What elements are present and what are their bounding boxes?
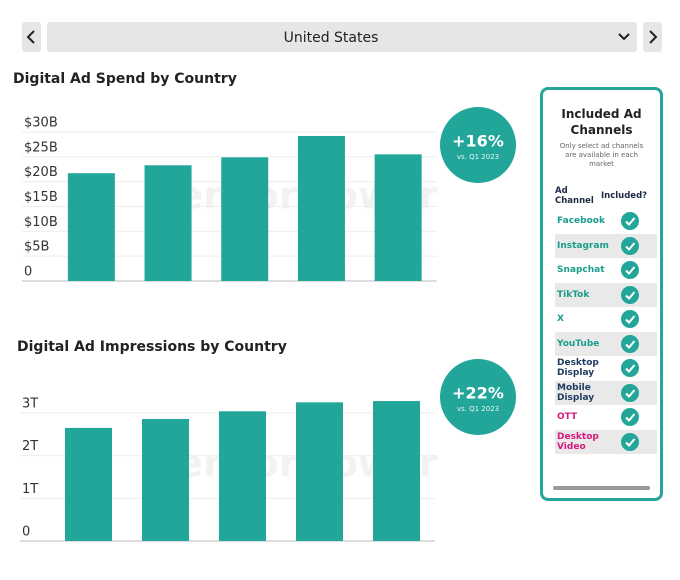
check-mark <box>625 315 636 325</box>
channel-name: Snapchat <box>557 265 605 276</box>
channel-name: OTT <box>557 412 578 423</box>
y-tick-label: 3T <box>22 397 38 412</box>
check-mark <box>625 242 636 251</box>
dropdown-icon <box>618 33 630 41</box>
channel-row: YouTube <box>555 331 657 356</box>
check-icon <box>621 236 639 255</box>
y-tick-label: $25B <box>24 140 58 155</box>
channel-name: Desktop Video <box>557 431 599 452</box>
change-note: vs. Q1 2023 <box>457 153 499 161</box>
check-mark <box>625 438 636 447</box>
check-circle <box>621 236 639 255</box>
channel-name: X <box>557 314 564 325</box>
bar <box>219 411 266 541</box>
region-label: United States <box>284 30 379 46</box>
check-circle <box>621 334 639 353</box>
chart-title: Digital Ad Spend by Country <box>13 71 237 87</box>
change-badge <box>440 359 516 435</box>
bar <box>374 154 422 281</box>
check-mark <box>625 291 636 300</box>
channel-row: Desktop Video <box>555 429 657 454</box>
check-circle <box>621 212 639 231</box>
check-circle <box>621 359 639 378</box>
y-tick-label: $10B <box>24 215 58 230</box>
channel-row: Snapchat <box>555 258 657 283</box>
panel-note: Only select ad channels are available in… <box>559 142 644 168</box>
next-button[interactable] <box>643 22 662 52</box>
bar <box>144 165 192 281</box>
check-icon <box>621 212 639 231</box>
change-value: +22% <box>452 384 504 403</box>
check-icon <box>621 261 639 280</box>
channel-row: OTT <box>555 405 657 430</box>
check-icon <box>621 383 639 402</box>
check-mark <box>625 340 636 349</box>
channel-list: Facebook Instagram Snapchat TikTok X YouTube D… <box>543 209 660 454</box>
channel-row: Desktop Display <box>555 356 657 381</box>
check-icon <box>621 285 639 304</box>
channel-name: Mobile Display <box>557 382 595 403</box>
check-circle <box>621 285 639 304</box>
channel-name: TikTok <box>557 289 590 300</box>
y-tick-label: $15B <box>24 190 58 205</box>
region-dropdown[interactable] <box>47 22 637 52</box>
channel-row: Facebook <box>555 209 657 234</box>
check-circle <box>621 408 639 427</box>
bar <box>221 157 269 281</box>
check-mark <box>625 389 636 398</box>
channel-name: Desktop Display <box>557 358 599 379</box>
channel-name: Instagram <box>557 240 609 251</box>
check-mark <box>625 266 636 276</box>
prev-icon <box>26 30 35 44</box>
y-tick-label: $30B <box>24 116 58 131</box>
y-tick-label: 0 <box>22 525 30 540</box>
check-icon <box>621 359 639 378</box>
prev-button[interactable] <box>22 22 41 52</box>
bar <box>142 418 189 541</box>
check-circle <box>621 310 639 329</box>
y-tick-label: 2T <box>22 439 38 454</box>
column-header: Included? <box>601 191 648 201</box>
channel-row: Instagram <box>555 233 657 258</box>
check-icon <box>621 432 639 451</box>
check-icon <box>621 408 639 427</box>
y-tick-label: $5B <box>24 240 49 255</box>
channel-row: X <box>555 307 657 332</box>
bar <box>297 135 345 281</box>
change-badge <box>440 107 516 183</box>
next-icon <box>649 30 658 44</box>
column-header: Ad Channel <box>555 186 594 206</box>
y-tick-label: $20B <box>24 165 58 180</box>
y-tick-label: 0 <box>24 265 32 280</box>
change-value: +16% <box>452 132 504 151</box>
channel-name: YouTube <box>557 338 600 349</box>
change-note: vs. Q1 2023 <box>457 405 499 413</box>
bar <box>65 427 112 541</box>
bar <box>67 173 115 281</box>
check-mark <box>625 217 636 227</box>
channel-name: Facebook <box>557 216 605 227</box>
y-tick-label: 1T <box>22 482 38 497</box>
bar <box>296 402 343 541</box>
check-icon <box>621 310 639 329</box>
bar <box>373 401 420 541</box>
panel-header: Ad Channel Included? <box>543 183 660 209</box>
check-circle <box>621 383 639 402</box>
check-mark <box>625 413 636 423</box>
check-circle <box>621 432 639 451</box>
check-icon <box>621 334 639 353</box>
panel-title: Included Ad Channels <box>561 107 642 137</box>
check-circle <box>621 261 639 280</box>
check-mark <box>625 364 636 374</box>
channel-row: Mobile Display <box>555 380 657 405</box>
channel-panel: Included Ad Channels Only select ad chan… <box>540 87 663 501</box>
channel-row: TikTok <box>555 282 657 307</box>
chart-title: Digital Ad Impressions by Country <box>17 339 287 355</box>
scrollbar[interactable] <box>553 486 650 490</box>
